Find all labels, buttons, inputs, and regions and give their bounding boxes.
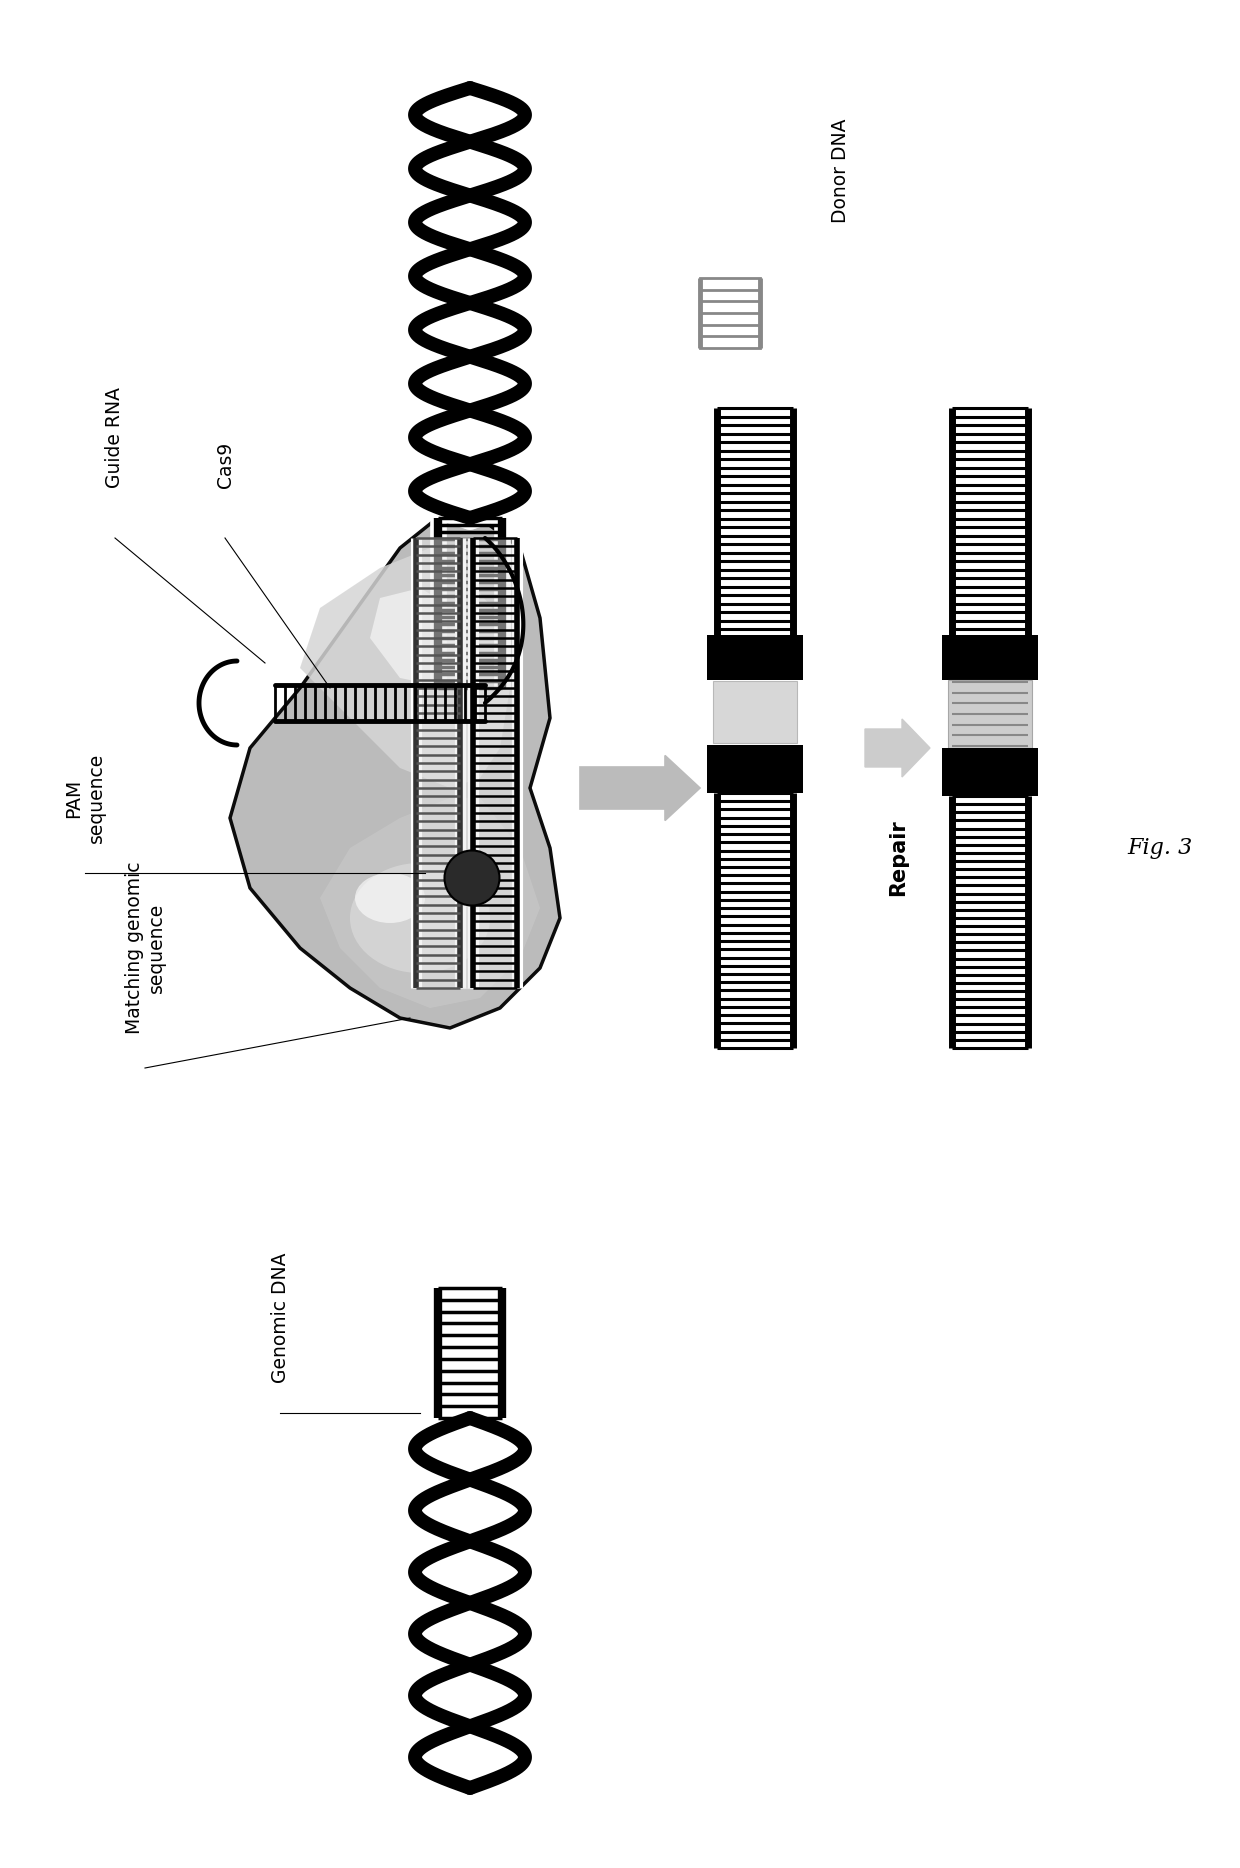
Text: Donor DNA: Donor DNA xyxy=(831,118,849,222)
Text: Genomic DNA: Genomic DNA xyxy=(270,1253,289,1382)
FancyBboxPatch shape xyxy=(713,682,797,743)
Text: Repair: Repair xyxy=(888,820,908,897)
FancyBboxPatch shape xyxy=(942,747,1038,796)
Text: Cas9: Cas9 xyxy=(216,441,234,488)
Text: Guide RNA: Guide RNA xyxy=(105,387,124,488)
Ellipse shape xyxy=(355,872,425,923)
FancyArrow shape xyxy=(580,755,701,820)
Polygon shape xyxy=(370,588,480,687)
FancyBboxPatch shape xyxy=(949,680,1032,747)
Ellipse shape xyxy=(444,850,500,906)
FancyBboxPatch shape xyxy=(707,635,804,680)
Text: Matching genomic
sequence: Matching genomic sequence xyxy=(124,861,165,1035)
FancyBboxPatch shape xyxy=(942,635,1038,680)
Text: PAM
sequence: PAM sequence xyxy=(64,753,105,842)
Polygon shape xyxy=(320,798,539,1009)
FancyArrow shape xyxy=(866,719,930,777)
Ellipse shape xyxy=(350,863,490,973)
Polygon shape xyxy=(229,508,560,1027)
FancyBboxPatch shape xyxy=(707,745,804,794)
Text: Fig. 3: Fig. 3 xyxy=(1127,837,1193,859)
Polygon shape xyxy=(300,547,510,788)
